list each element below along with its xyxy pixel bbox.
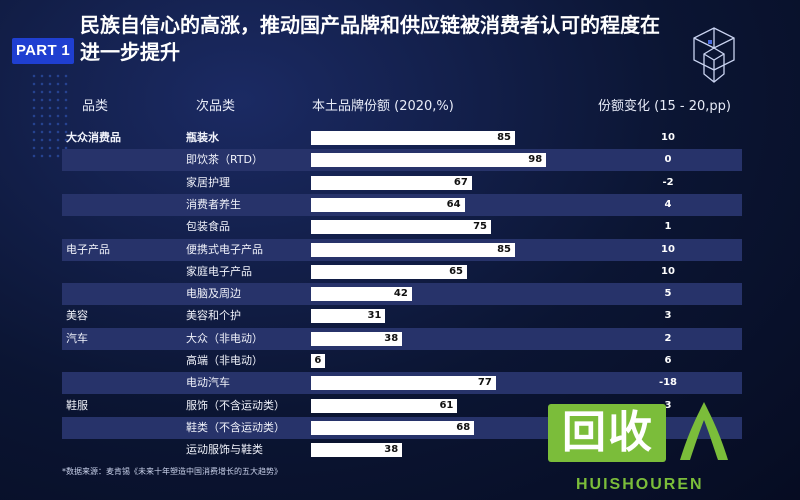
share-value-label: 85 xyxy=(497,132,511,143)
change-value-label: 5 xyxy=(664,288,672,300)
watermark-han: 回收 xyxy=(562,407,654,458)
change-value-label: 2 xyxy=(664,332,672,344)
share-bar xyxy=(311,398,458,413)
share-bar xyxy=(311,131,515,145)
subcategory-label: 高端（非电动） xyxy=(186,354,263,367)
share-bar xyxy=(311,197,465,212)
subcategory-label: 包装食品 xyxy=(186,220,230,234)
share-value-label: 77 xyxy=(477,377,492,389)
change-value-label: 3 xyxy=(664,310,672,322)
subcategory-label: 消费者养生 xyxy=(186,197,241,211)
subcategory-label: 服饰（不含运动类） xyxy=(186,398,285,412)
share-bar xyxy=(311,331,403,346)
watermark-figure-icon xyxy=(680,402,728,460)
change-value-label: 0 xyxy=(664,154,672,166)
change-value-label: 1 xyxy=(664,221,672,233)
change-value-label: 6 xyxy=(664,355,672,366)
subcategory-label: 鞋类（不含运动类） xyxy=(186,420,285,434)
source-note: *数据来源：麦肯锡《未来十年塑造中国消费增长的五大趋势》 xyxy=(62,467,282,476)
share-bar xyxy=(311,443,403,458)
share-bar xyxy=(311,287,412,302)
share-value-label: 64 xyxy=(446,198,461,210)
page-title: 民族自信心的高涨，推动国产品牌和供应链被消费者认可的程度在进一步提升 xyxy=(80,13,660,64)
share-bar xyxy=(311,264,467,279)
category-label: 电子产品 xyxy=(66,242,110,256)
share-bar xyxy=(311,220,491,235)
share-value-label: 85 xyxy=(497,243,511,255)
share-value-label: 67 xyxy=(453,176,468,188)
subcategory-label: 家庭电子产品 xyxy=(186,264,252,278)
share-bar xyxy=(311,420,475,435)
share-value-label: 65 xyxy=(449,265,463,277)
subcategory-label: 电脑及周边 xyxy=(186,287,241,301)
change-value-label: 10 xyxy=(661,243,675,255)
cube-logo-icon xyxy=(693,27,735,83)
share-value-label: 38 xyxy=(384,444,399,456)
category-label: 鞋服 xyxy=(66,398,88,412)
table-row xyxy=(62,305,742,327)
share-value-label: 42 xyxy=(393,288,408,300)
table-row xyxy=(62,350,742,372)
share-bar xyxy=(311,175,472,190)
share-value-label: 68 xyxy=(456,421,471,433)
watermark: 回收 HUISHOUREN xyxy=(548,398,728,498)
watermark-box xyxy=(548,404,666,462)
column-header-share: 本土品牌份额 (2020,%) xyxy=(312,99,454,114)
part-badge: PART 1 xyxy=(12,38,74,64)
category-label: 美容 xyxy=(66,309,88,323)
change-value-label: 10 xyxy=(661,132,675,143)
subcategory-label: 家居护理 xyxy=(186,175,230,189)
decorative-dot-grid xyxy=(30,72,70,162)
column-header-change: 份额变化 (15 - 20,pp) xyxy=(598,99,731,114)
share-bar xyxy=(311,354,326,368)
subcategory-label: 瓶装水 xyxy=(186,131,219,144)
column-header-category: 品类 xyxy=(82,99,109,114)
column-header-subcategory: 次品类 xyxy=(196,99,236,114)
subcategory-label: 即饮茶（RTD） xyxy=(186,153,264,167)
share-bar xyxy=(311,309,386,324)
change-value-label: -18 xyxy=(658,377,678,389)
category-label: 大众消费品 xyxy=(66,131,121,144)
change-value-label: -2 xyxy=(662,176,674,188)
share-value-label: 6 xyxy=(314,355,322,366)
change-value-label: 4 xyxy=(664,198,672,210)
share-value-label: 61 xyxy=(439,399,454,411)
share-bar xyxy=(311,376,496,391)
share-value-label: 75 xyxy=(473,221,487,233)
change-value-label: 10 xyxy=(661,265,675,277)
category-label: 汽车 xyxy=(66,331,88,345)
share-value-label: 38 xyxy=(384,332,399,344)
subcategory-label: 美容和个护 xyxy=(186,309,241,323)
share-value-label: 98 xyxy=(528,154,543,166)
subcategory-label: 便携式电子产品 xyxy=(186,242,263,256)
subcategory-label: 运动服饰与鞋类 xyxy=(186,443,263,457)
share-bar xyxy=(311,153,547,168)
subcategory-label: 电动汽车 xyxy=(186,376,230,390)
change-value-label: 3 xyxy=(664,399,672,411)
subcategory-label: 大众（非电动） xyxy=(186,331,263,345)
share-value-label: 31 xyxy=(367,310,382,322)
share-bar xyxy=(311,242,515,257)
watermark-en: HUISHOUREN xyxy=(576,476,704,493)
